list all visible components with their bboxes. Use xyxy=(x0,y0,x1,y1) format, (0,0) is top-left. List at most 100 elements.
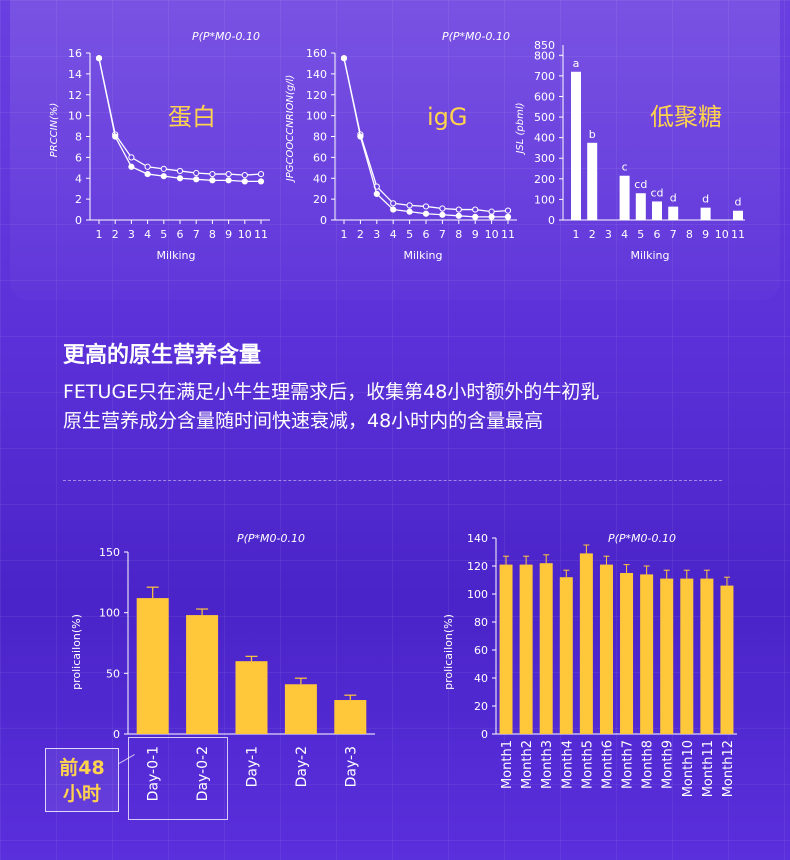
section-divider xyxy=(63,480,722,481)
igg-data-point xyxy=(504,213,512,220)
days-y-tick-label: 50 xyxy=(106,667,120,680)
months-x-tick-label: Month1 xyxy=(500,740,515,789)
oligo-x-tick-label: 5 xyxy=(637,228,644,241)
oligo-bar xyxy=(635,193,646,220)
protein-x-tick-label: 1 xyxy=(96,228,103,241)
igg-data-point xyxy=(373,190,380,198)
top-charts: P(P*M0-0.10 蛋白 PRCCIN(%) Milking 0246810… xyxy=(49,30,745,262)
months-x-tick-label: Month7 xyxy=(621,740,636,789)
months-y-tick-label: 60 xyxy=(474,644,488,657)
months-y-tick-label: 40 xyxy=(474,672,488,685)
igg-y-tick-label: 120 xyxy=(306,89,327,102)
igg-y-tick-label: 100 xyxy=(306,110,327,123)
badge-line-1: 前48 xyxy=(59,757,105,779)
oligo-y-tick-label: 200 xyxy=(534,173,555,186)
oligo-y-tick-label: 800 xyxy=(534,49,555,62)
igg-data-point xyxy=(504,207,512,214)
days-x-tick-label: Day-2 xyxy=(294,746,310,787)
igg-x-tick-label: 9 xyxy=(472,228,479,241)
first-48h-bracket xyxy=(128,737,228,820)
oligo-x-tick-label: 8 xyxy=(686,228,693,241)
protein-xlabel: Milking xyxy=(157,249,196,262)
oligo-bar-label: d xyxy=(735,196,742,209)
igg-ylabel: JPGCOOCCNRION(g/l) xyxy=(285,75,296,183)
days-bar xyxy=(235,661,268,734)
protein-data-point xyxy=(112,133,119,140)
igg-x-tick-label: 5 xyxy=(406,228,413,241)
igg-data-point xyxy=(488,208,495,215)
days-y-tick-label: 100 xyxy=(99,607,120,620)
igg-data-point xyxy=(439,205,446,212)
section-line-1: FETUGE只在满足小牛生理需求后，收集第48小时额外的牛初乳 xyxy=(63,381,600,403)
days-ylabel: prolicailon(%) xyxy=(70,614,83,690)
oligo-x-tick-label: 1 xyxy=(573,228,580,241)
protein-note: P(P*M0-0.10 xyxy=(192,30,260,43)
oligo-x-tick-label: 7 xyxy=(670,228,677,241)
protein-data-point xyxy=(95,55,103,62)
oligo-x-tick-label: 6 xyxy=(654,228,661,241)
protein-data-point xyxy=(160,165,167,172)
igg-data-point xyxy=(340,55,348,62)
months-y-tick-label: 120 xyxy=(467,560,488,573)
igg-data-point xyxy=(357,133,364,140)
protein-y-tick-label: 6 xyxy=(75,151,82,164)
oligo-y-tick-label: 600 xyxy=(534,90,555,103)
oligo-y-tick-label: 0 xyxy=(548,214,555,227)
days-y-tick-label: 0 xyxy=(113,728,120,741)
months-bar xyxy=(620,573,634,734)
oligo-bar xyxy=(652,201,662,220)
igg-data-point xyxy=(390,206,397,213)
igg-y-tick-label: 0 xyxy=(320,214,327,227)
igg-data-point xyxy=(439,211,446,218)
igg-data-point xyxy=(390,200,397,207)
oligo-bar-label: a xyxy=(573,57,580,70)
igg-y-tick-label: 20 xyxy=(313,193,327,206)
section-line-2: 原生营养成分含量随时间快速衰减，48小时内的含量最高 xyxy=(63,410,544,432)
protein-y-tick-label: 16 xyxy=(68,47,82,60)
days-x-tick-label: Day-0-1 xyxy=(146,746,162,801)
section-title: 更高的原生营养含量 xyxy=(63,343,262,368)
igg-xlabel: Milking xyxy=(404,249,443,262)
protein-data-point xyxy=(257,170,265,178)
days-bar xyxy=(136,598,169,734)
months-bar xyxy=(599,564,613,734)
first-48h-badge: 前48 小时 xyxy=(45,748,119,812)
months-x-tick-label: Month5 xyxy=(580,740,595,789)
igg-note: P(P*M0-0.10 xyxy=(442,30,510,43)
oligo-bar-label: b xyxy=(589,128,596,141)
igg-x-tick-label: 2 xyxy=(357,228,364,241)
protein-y-tick-label: 8 xyxy=(75,131,82,144)
protein-x-tick-label: 4 xyxy=(144,228,151,241)
months-x-tick-label: Month2 xyxy=(520,740,535,789)
protein-x-tick-label: 9 xyxy=(225,228,232,241)
oligo-y-tick-label: 400 xyxy=(534,132,555,145)
protein-data-point xyxy=(144,170,151,178)
protein-data-point xyxy=(225,170,232,178)
protein-data-point xyxy=(209,177,216,184)
igg-y-tick-label: 160 xyxy=(306,47,327,60)
protein-label: 蛋白 xyxy=(168,103,216,131)
months-bar xyxy=(680,578,694,734)
months-bar xyxy=(519,564,533,734)
igg-y-tick-label: 40 xyxy=(313,172,327,185)
igg-label: igG xyxy=(427,103,468,131)
months-y-tick-label: 100 xyxy=(467,588,488,601)
oligo-bar xyxy=(733,210,743,220)
months-bar xyxy=(660,578,674,734)
oligo-x-tick-label: 4 xyxy=(621,228,628,241)
igg-x-tick-label: 1 xyxy=(341,228,348,241)
oligo-y-tick-label: 850 xyxy=(534,39,555,52)
protein-data-point xyxy=(176,175,184,182)
oligo-y-tick-label: 300 xyxy=(534,152,555,165)
bottom-charts: P(P*M0-0.10 prolicailon(%) 0 50 100 150 Day-… xyxy=(70,532,737,801)
months-note: P(P*M0-0.10 xyxy=(608,532,676,545)
protein-data-point xyxy=(176,167,184,175)
protein-data-point xyxy=(144,163,151,170)
protein-data-point xyxy=(241,178,248,185)
months-bar xyxy=(579,553,593,734)
protein-data-point xyxy=(160,173,167,180)
protein-y-tick-label: 10 xyxy=(68,110,82,123)
igg-x-tick-label: 4 xyxy=(390,228,397,241)
oligo-bar-label: d xyxy=(670,192,677,205)
top-charts-panel xyxy=(10,0,780,300)
